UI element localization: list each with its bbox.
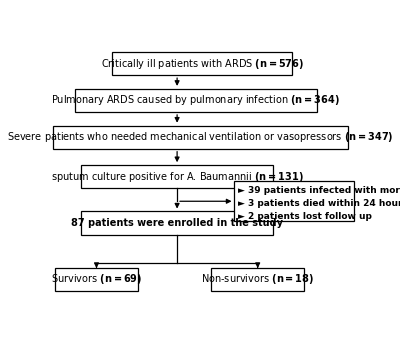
Text: ► 39 patients infected with more than one pathogen: ► 39 patients infected with more than on…: [238, 185, 400, 195]
Text: Survivors $\mathbf{(n\mathbf{=}69)}$: Survivors $\mathbf{(n\mathbf{=}69)}$: [51, 272, 142, 286]
FancyBboxPatch shape: [211, 268, 304, 291]
Text: Non-survivors $\mathbf{(n\mathbf{=}18)}$: Non-survivors $\mathbf{(n\mathbf{=}18)}$: [201, 272, 314, 286]
Text: Severe patients who needed mechanical ventilation or vasopressors $\mathbf{(n\ma: Severe patients who needed mechanical ve…: [7, 130, 394, 144]
FancyBboxPatch shape: [81, 211, 273, 235]
FancyBboxPatch shape: [112, 52, 292, 75]
Text: Pulmonary ARDS caused by pulmonary infection $\mathbf{(n\mathbf{=}364)}$: Pulmonary ARDS caused by pulmonary infec…: [51, 93, 340, 107]
Text: sputum culture positive for A. Baumannii $\mathbf{(n\mathbf{=}131)}$: sputum culture positive for A. Baumannii…: [51, 170, 304, 184]
FancyBboxPatch shape: [55, 268, 138, 291]
FancyBboxPatch shape: [81, 165, 273, 188]
Text: ► 3 patients died within 24 hours: ► 3 patients died within 24 hours: [238, 199, 400, 208]
FancyBboxPatch shape: [234, 182, 354, 221]
FancyBboxPatch shape: [53, 126, 348, 149]
Text: Critically ill patients with ARDS $\mathbf{(n\mathbf{=}576)}$: Critically ill patients with ARDS $\math…: [100, 57, 303, 70]
Text: 87 patients were enrolled in the study: 87 patients were enrolled in the study: [71, 218, 283, 228]
Text: ► 2 patients lost follow up: ► 2 patients lost follow up: [238, 212, 372, 221]
FancyBboxPatch shape: [75, 89, 317, 112]
